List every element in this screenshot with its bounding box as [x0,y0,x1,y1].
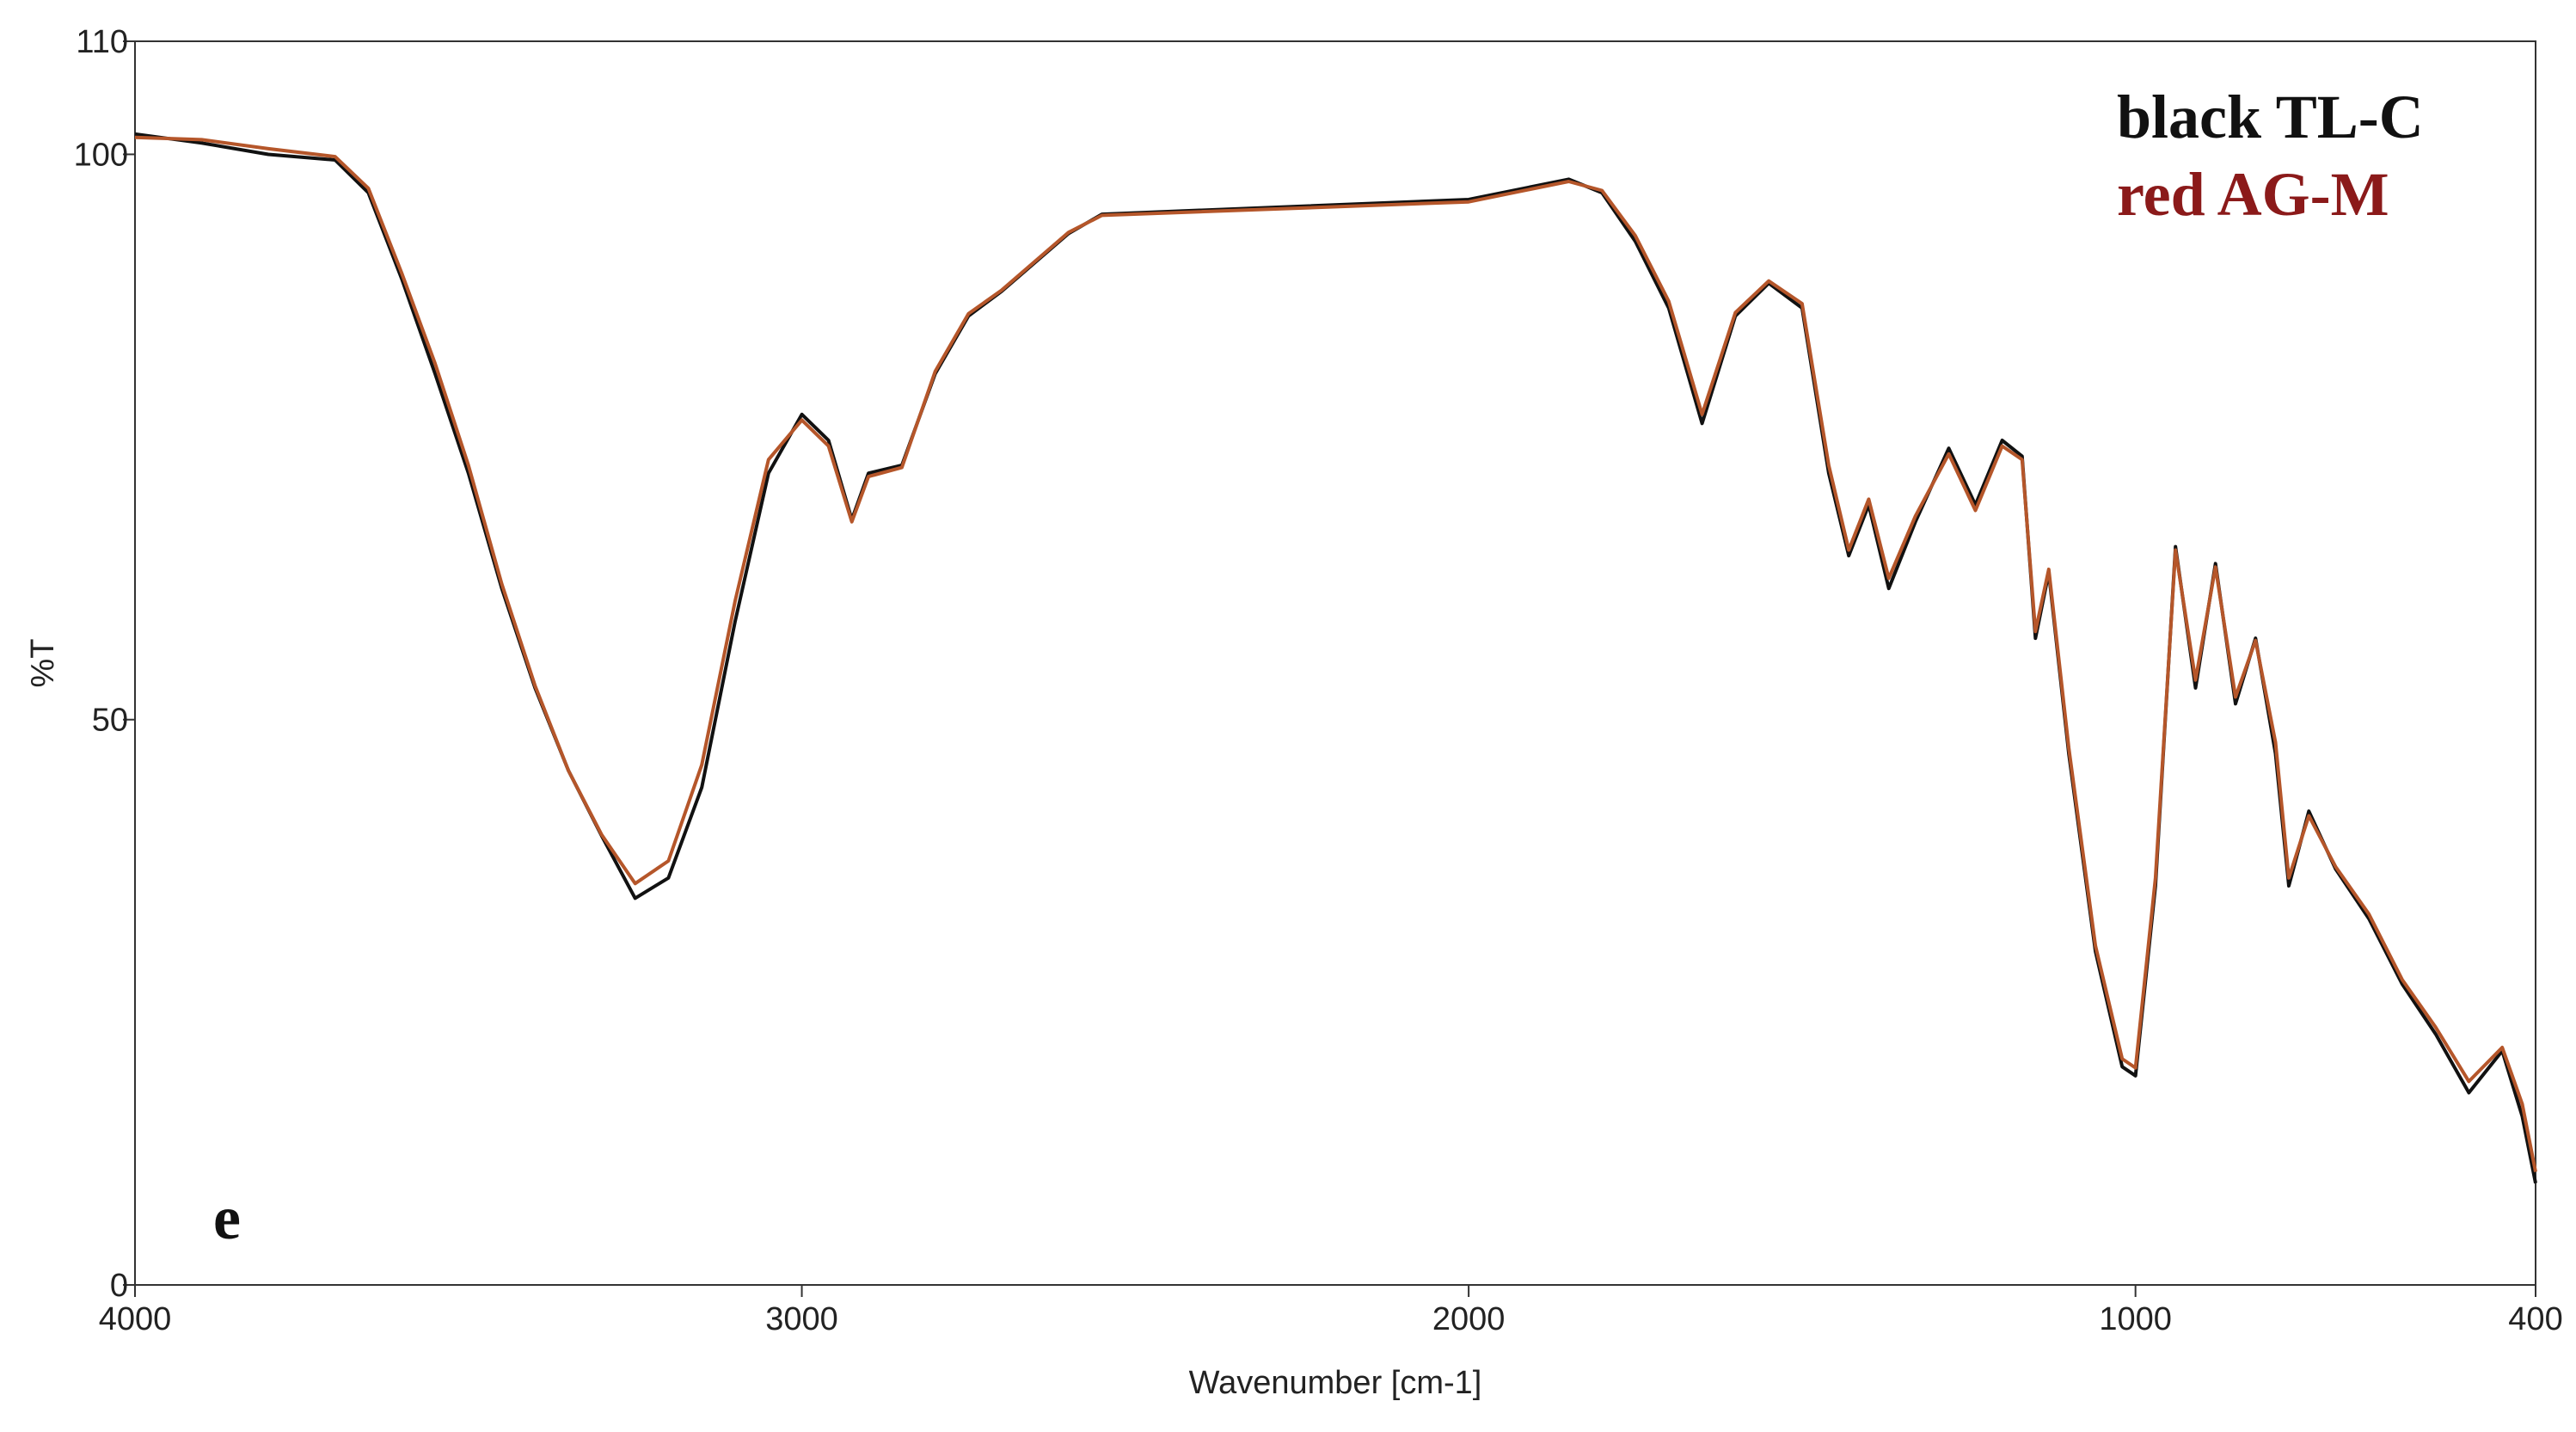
x-tick-label: 1000 [2099,1301,2172,1337]
y-tick-label: 0 [110,1268,128,1304]
x-axis-title: Wavenumber [cm-1] [1189,1365,1482,1401]
x-tick-label: 2000 [1432,1301,1506,1337]
x-tick-label: 4000 [99,1301,172,1337]
x-tick-label: 3000 [765,1301,838,1337]
y-tick-label: 100 [74,137,128,173]
y-tick-label: 50 [92,703,128,739]
legend-label: black TL-C [2117,83,2424,151]
spectrum-line [134,132,2537,1184]
panel-label: e [213,1183,241,1252]
legend-label: red AG-M [2117,160,2389,229]
y-axis-title: %T [25,639,61,688]
x-tick-label: 400 [2508,1301,2562,1337]
y-tick-label: 110 [76,24,128,60]
plot-frame [134,40,2536,1286]
spectrum-line [134,135,2537,1172]
